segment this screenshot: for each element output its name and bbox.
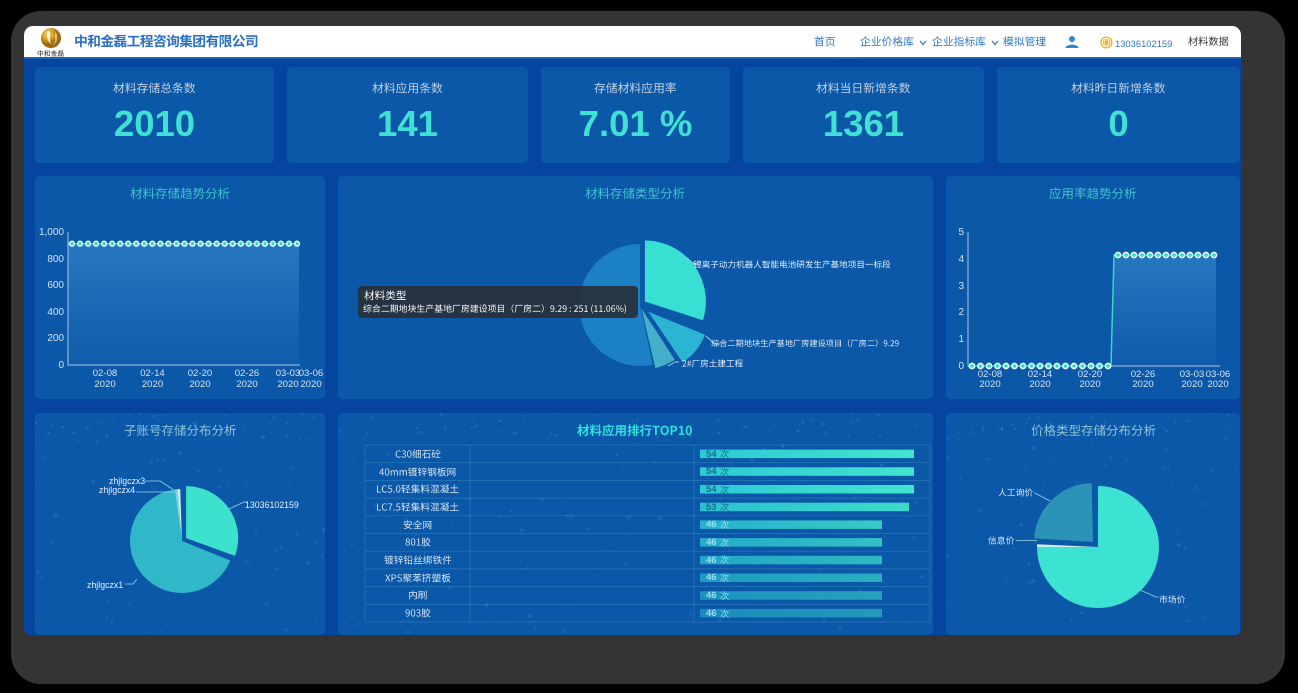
svg-text:O: O [1103, 38, 1109, 47]
